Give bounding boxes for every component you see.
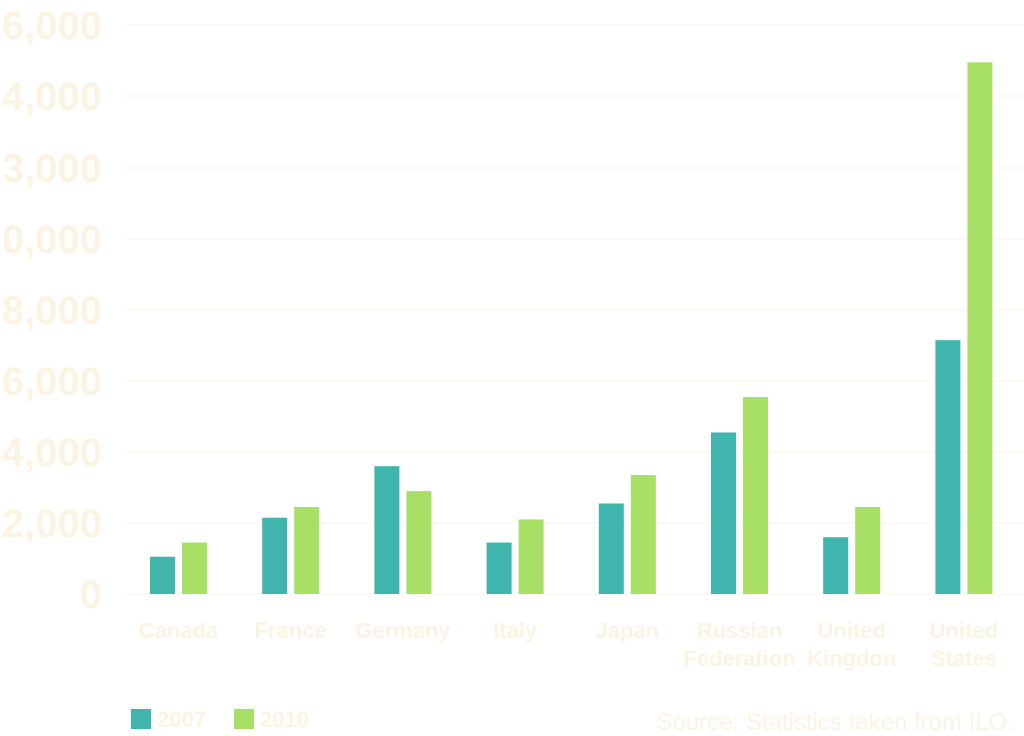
x-category-label: States [931,646,997,671]
x-category-label: United [817,618,885,643]
bar-2007 [150,556,175,594]
y-tick-label: 16,000 [0,4,102,48]
x-category-label: Canada [139,618,219,643]
bar-2007 [486,542,512,594]
x-category-label: Italy [493,618,538,643]
legend-label: 2007 [157,707,206,732]
gridlines [125,24,1024,595]
x-category-label: Germany [355,618,451,643]
bar-2010 [406,491,432,594]
bar-2007 [374,466,400,594]
y-axis-tick-labels: 0 2,000 4,000 6,000 8,000 10,000 13,000 14,000 1… [0,4,102,617]
y-tick-label: 6,000 [2,360,102,404]
y-tick-label: 2,000 [2,502,102,546]
x-category-label: Japan [596,618,660,643]
bar-2010 [294,507,320,594]
bar-2010 [182,542,207,594]
x-axis-category-labels: Canada France Germany Italy Japan Russian Fede… [139,618,998,671]
bar-2010 [518,519,544,594]
y-tick-label: 10,000 [0,218,102,262]
bar-2007 [823,537,849,594]
x-category-label: France [255,618,327,643]
bar-2010 [967,62,993,594]
y-tick-label: 14,000 [0,75,102,119]
y-tick-label: 8,000 [2,289,102,333]
y-tick-label: 13,000 [0,147,102,191]
bar-2007 [935,340,961,594]
x-category-label: Kingdon [807,646,896,671]
source-note: Source: Statistics taken from ILO. [657,709,1014,736]
bar-2010 [855,507,881,594]
y-tick-label: 4,000 [2,431,102,475]
bar-2010 [630,475,656,594]
legend-swatch [234,709,254,729]
bar-2007 [262,517,288,594]
bar-2010 [743,396,768,594]
bar-2007 [598,503,624,594]
x-category-label: United [930,618,998,643]
bars [150,62,993,594]
bar-2007 [711,432,736,594]
y-tick-label: 0 [80,573,102,617]
x-category-label: Russian [697,618,783,643]
legend-swatch [131,709,151,729]
x-category-label: Federation [683,646,795,671]
legend-label: 2010 [260,707,309,732]
legend: 2007 2010 [131,707,309,732]
